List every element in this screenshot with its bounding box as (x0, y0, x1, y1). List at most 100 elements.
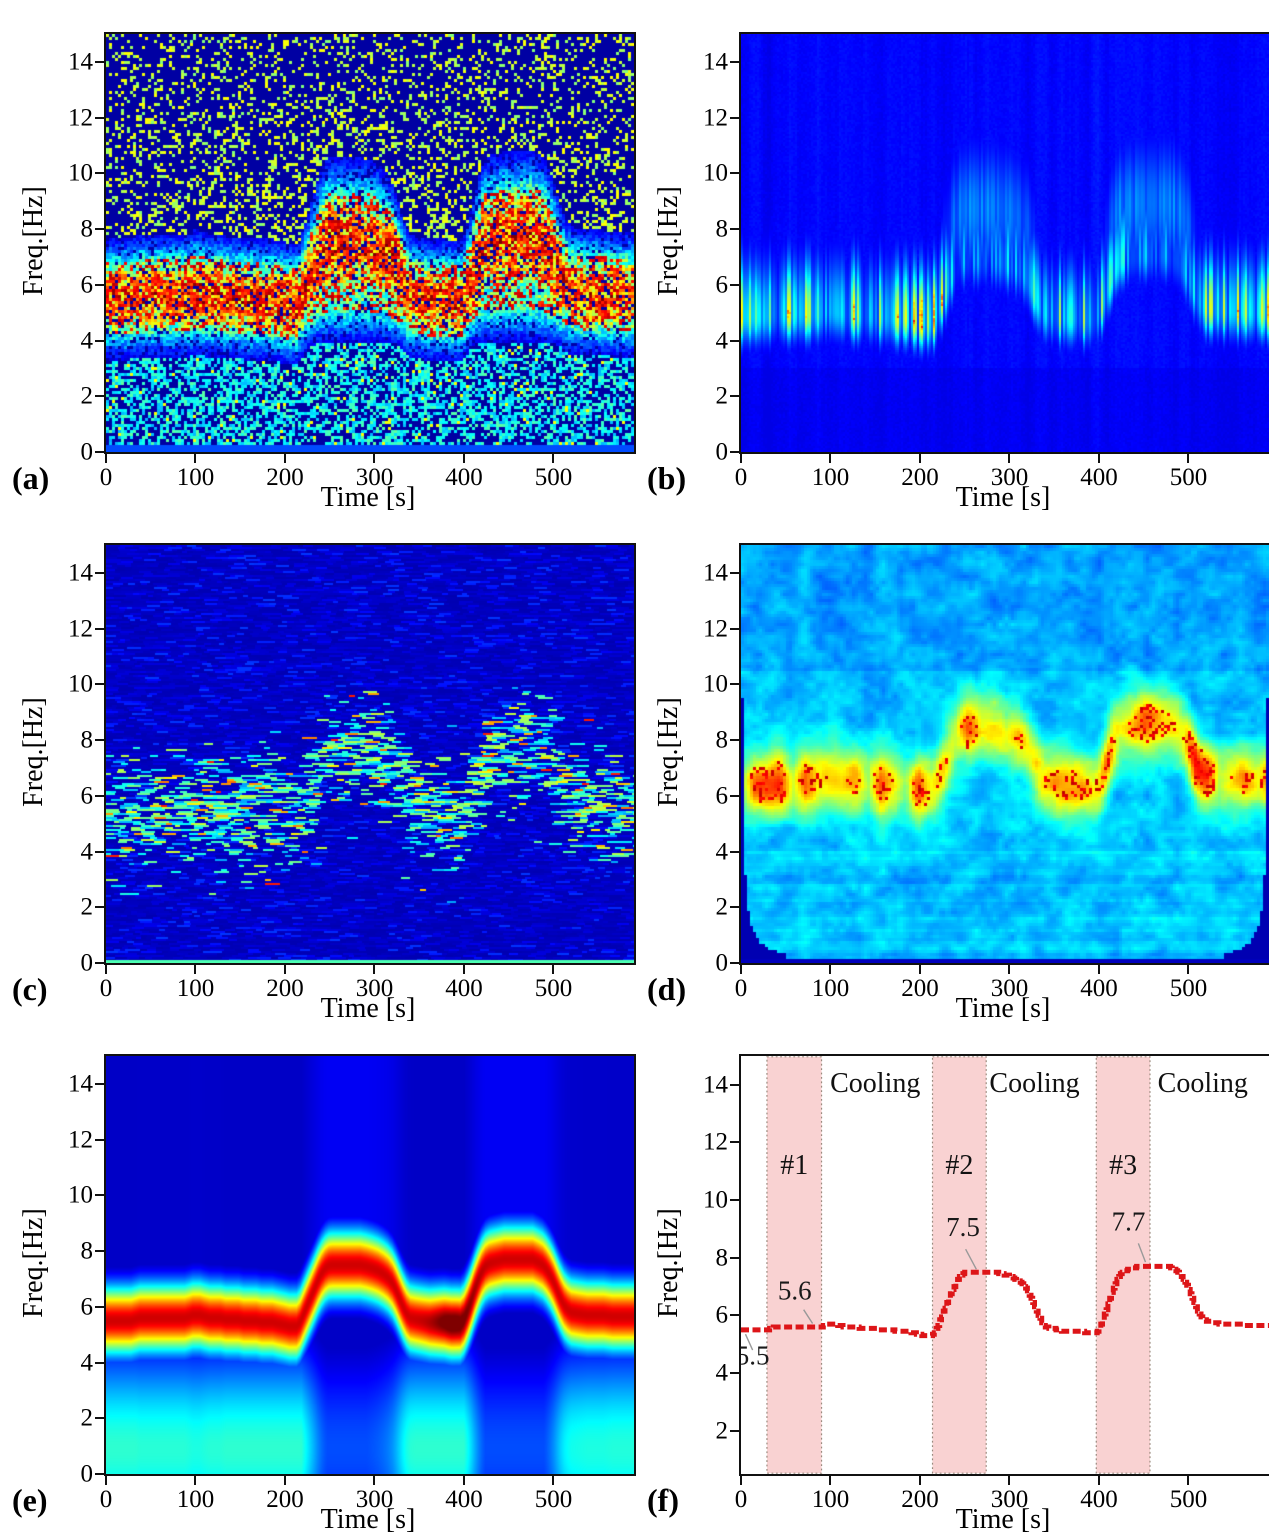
y-tick (730, 228, 739, 231)
y-tick (95, 283, 104, 286)
y-tick (95, 962, 104, 964)
spectrogram-canvas-e (106, 1056, 634, 1474)
x-tick (1008, 1476, 1011, 1485)
plot-area-c: 0 100 200 300 400 500 0 2 4 6 8 10 12 14 (68, 543, 636, 1001)
x-tick-label: 300 (990, 464, 1029, 491)
y-tick (95, 1417, 104, 1420)
x-tick (829, 1476, 832, 1485)
y-axis-label: Freq.[Hz] (653, 186, 684, 296)
y-tick (95, 1138, 104, 1141)
x-tick-label: 400 (1080, 1486, 1118, 1513)
y-tick-label: 2 (80, 1404, 94, 1432)
x-tick-label: 0 (99, 1486, 113, 1513)
y-tick-label: 2 (80, 382, 94, 410)
x-tick-label: 300 (355, 464, 394, 491)
panel-letter-e: (e) (12, 1482, 48, 1518)
peak-frequency-annotation: 7.7 (1112, 1206, 1146, 1236)
y-tick (730, 451, 739, 453)
spectrogram-canvas-d (741, 545, 1269, 963)
x-tick (373, 1476, 376, 1485)
y-tick-label: 12 (703, 615, 728, 643)
panel-d: 0 100 200 300 400 500 0 2 4 6 8 10 12 14 Freq.[Hz] Ti… (635, 511, 1269, 1023)
x-tick (1008, 454, 1011, 463)
y-tick-label: 10 (703, 1186, 728, 1214)
x-tick (552, 1476, 555, 1485)
y-tick (95, 794, 104, 797)
excitation-band (931, 1056, 987, 1474)
y-axis-label: Freq.[Hz] (18, 1208, 49, 1318)
x-tick (105, 965, 107, 974)
panel-letter-c: (c) (12, 971, 48, 1007)
x-tick-label: 300 (990, 1486, 1029, 1513)
band-label: #3 (1109, 1150, 1137, 1181)
y-tick (95, 228, 104, 231)
y-tick (730, 1429, 739, 1432)
annotation-leader (1137, 1243, 1147, 1263)
y-tick (95, 739, 104, 742)
y-tick (730, 395, 739, 398)
panel-e: 0 100 200 300 400 500 0 2 4 6 8 10 12 14 Freq.[Hz] Ti… (0, 1022, 636, 1534)
x-tick-label: 200 (266, 975, 304, 1002)
y-tick (730, 1256, 739, 1259)
x-tick-label: 400 (1080, 975, 1118, 1002)
y-tick-label: 4 (715, 838, 729, 866)
y-tick-label: 2 (80, 893, 94, 921)
y-tick-label: 14 (68, 1070, 93, 1098)
y-tick-label: 6 (715, 1301, 729, 1329)
plot-area-b: 0 100 200 300 400 500 0 2 4 6 8 10 12 14 (703, 32, 1269, 490)
x-tick-label: 300 (355, 975, 394, 1002)
y-tick (95, 571, 104, 574)
panel-f: #1 #2 #3 Cooling Cooling Cooling 5.5 5.6 7.5 7.7 … (635, 1022, 1269, 1534)
peak-frequency-annotation: 5.5 (741, 1340, 770, 1370)
y-tick-label: 8 (80, 726, 94, 754)
y-tick-label: 8 (715, 215, 729, 243)
x-tick-label: 0 (734, 464, 748, 491)
y-axis-label: Freq.[Hz] (18, 697, 49, 807)
y-tick (95, 1305, 104, 1308)
x-tick-label: 400 (445, 1486, 483, 1513)
y-tick (730, 172, 739, 175)
y-tick-label: 10 (68, 670, 93, 698)
y-tick (730, 60, 739, 63)
x-tick-label: 500 (1169, 1486, 1208, 1513)
excitation-band (1095, 1056, 1151, 1474)
x-tick (740, 454, 742, 463)
x-tick (1097, 454, 1100, 463)
x-tick (740, 965, 742, 974)
x-tick-label: 500 (534, 464, 573, 491)
x-tick-label: 500 (1169, 975, 1208, 1002)
x-tick (1008, 965, 1011, 974)
x-tick (1187, 965, 1190, 974)
x-tick (373, 454, 376, 463)
y-tick-label: 12 (703, 104, 728, 132)
x-tick (283, 1476, 286, 1485)
x-axis-label: Time [s] (955, 482, 1051, 513)
y-tick-label: 6 (715, 271, 729, 299)
y-tick-label: 0 (80, 949, 94, 977)
x-tick (194, 454, 197, 463)
y-axis-label: Freq.[Hz] (653, 1208, 684, 1318)
x-tick-label: 100 (176, 464, 215, 491)
x-tick-label: 100 (176, 975, 215, 1002)
y-axis-label: Freq.[Hz] (653, 697, 684, 807)
x-tick-label: 0 (734, 1486, 748, 1513)
panel-letter-b: (b) (647, 460, 687, 496)
y-tick-label: 14 (68, 559, 93, 587)
x-tick-label: 100 (811, 464, 850, 491)
x-tick (1097, 1476, 1100, 1485)
y-tick (95, 172, 104, 175)
excitation-band (766, 1056, 823, 1474)
x-tick (918, 1476, 921, 1485)
panel-c: 0 100 200 300 400 500 0 2 4 6 8 10 12 14 Freq.[Hz] Ti… (0, 511, 636, 1023)
annotation-leader (744, 1333, 754, 1351)
y-tick-label: 12 (68, 615, 93, 643)
y-tick (730, 1141, 739, 1144)
y-tick-label: 4 (715, 1359, 729, 1387)
x-tick (829, 454, 832, 463)
x-tick (283, 454, 286, 463)
x-tick-label: 200 (266, 464, 304, 491)
x-axis-label: Time [s] (320, 482, 416, 513)
y-tick (730, 794, 739, 797)
y-tick-label: 6 (715, 782, 729, 810)
panel-letter-a: (a) (12, 460, 50, 496)
